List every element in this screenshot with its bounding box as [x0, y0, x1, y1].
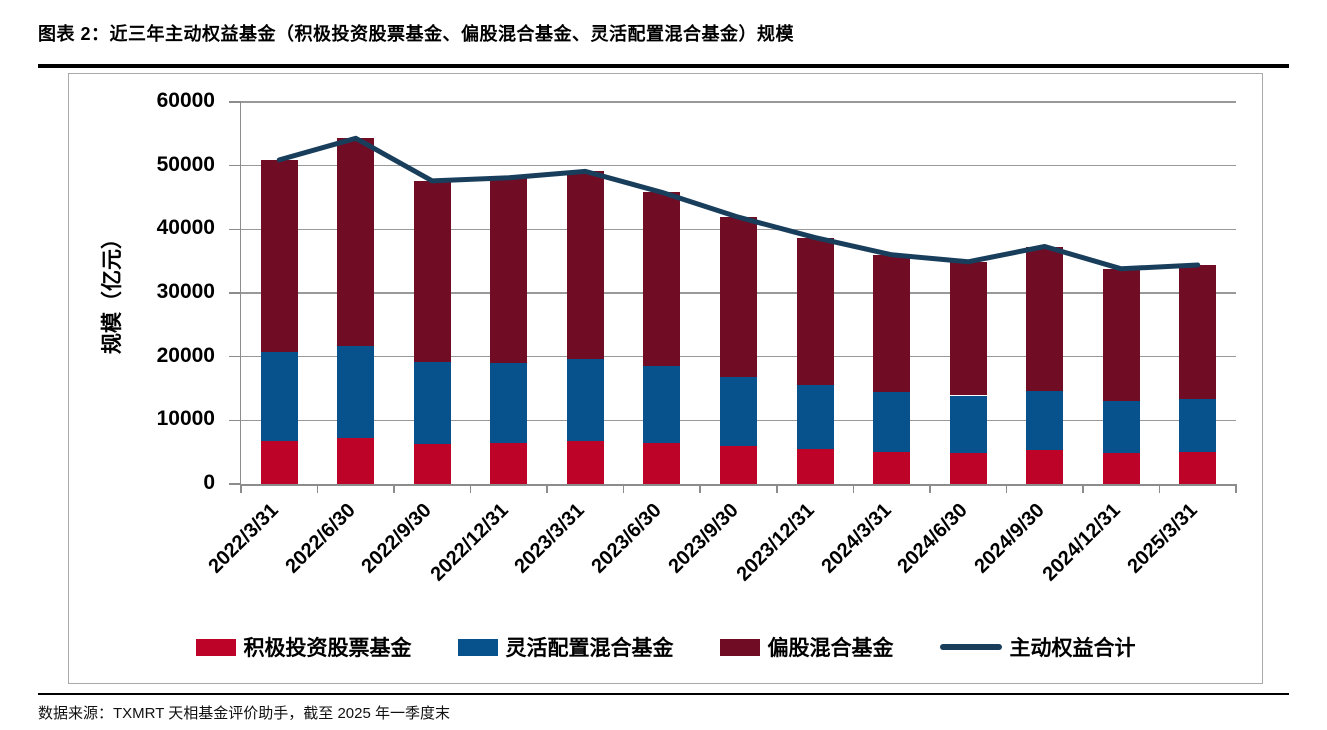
bar-segment	[490, 177, 528, 364]
bar-segment	[873, 254, 911, 392]
bar-segment	[566, 358, 604, 441]
y-axis-line	[239, 102, 241, 493]
bar-segment	[566, 440, 604, 484]
x-tick	[699, 484, 701, 493]
x-tick	[622, 484, 625, 493]
legend-swatch	[195, 638, 236, 656]
total-line-svg	[276, 135, 1201, 272]
bar-segment	[949, 453, 987, 484]
x-tick	[1235, 484, 1237, 493]
source-note: 数据来源：TXMRT 天相基金评价助手，截至 2025 年一季度末	[38, 705, 450, 722]
bar-segment	[796, 448, 834, 484]
bar-segment	[1179, 399, 1217, 453]
x-tick	[240, 484, 242, 493]
chart-container: 规模（亿元） 积极投资股票基金 灵活配置混合基金 偏股混合基金 主动权益合计 0 100…	[68, 73, 1263, 684]
legend-label: 灵活配置混合基金	[505, 637, 674, 660]
legend-item: 积极投资股票基金	[195, 632, 412, 662]
title-divider	[38, 64, 1289, 68]
bar-segment	[413, 361, 451, 444]
bar-segment	[337, 138, 375, 346]
legend-swatch	[719, 638, 760, 656]
x-tick	[1005, 484, 1008, 493]
y-tick-label: 60000	[156, 89, 215, 112]
bar-segment	[796, 385, 834, 449]
legend-line-swatch	[939, 644, 1002, 650]
bar-segment	[1102, 400, 1140, 454]
bar-segment	[413, 180, 451, 362]
x-tick	[546, 484, 548, 493]
bar-segment	[643, 366, 681, 443]
bar-segment	[1026, 391, 1064, 451]
bar-segment	[1179, 452, 1217, 484]
bar-segment	[1102, 268, 1140, 401]
figure-title: 图表 2：近三年主动权益基金（积极投资股票基金、偏股混合基金、灵活配置混合基金）…	[38, 24, 795, 44]
bar-segment	[949, 395, 987, 454]
legend-item: 偏股混合基金	[719, 632, 894, 662]
y-tick	[229, 101, 241, 103]
bar-segment	[1102, 453, 1140, 484]
x-tick	[929, 484, 931, 493]
x-tick	[852, 484, 855, 493]
bar-segment	[337, 437, 375, 484]
y-tick	[229, 164, 241, 167]
total-line	[276, 135, 1201, 272]
bar-segment	[720, 377, 757, 446]
bar-segment	[720, 217, 757, 378]
bar-segment	[796, 237, 834, 386]
y-tick-label: 0	[203, 471, 215, 494]
bar-segment	[490, 442, 528, 484]
y-tick-label: 10000	[156, 407, 215, 431]
bar-segment	[1179, 264, 1217, 400]
legend-label: 偏股混合基金	[767, 637, 894, 660]
y-tick	[229, 483, 241, 485]
legend-swatch	[457, 638, 498, 656]
gridline	[241, 101, 1236, 103]
bar-segment	[1026, 450, 1064, 484]
x-tick	[1158, 484, 1161, 493]
y-tick	[229, 292, 241, 294]
bar-segment	[873, 391, 911, 452]
bar-segment	[873, 451, 911, 484]
x-tick	[469, 484, 472, 493]
legend-label: 积极投资股票基金	[243, 637, 412, 660]
y-tick	[229, 355, 241, 358]
x-tick	[776, 484, 778, 493]
bar-segment	[490, 363, 528, 443]
y-tick-label: 50000	[156, 152, 215, 176]
y-tick	[229, 419, 241, 422]
legend: 积极投资股票基金 灵活配置混合基金 偏股混合基金 主动权益合计	[69, 630, 1262, 664]
x-tick	[1082, 484, 1084, 493]
y-tick-label: 40000	[156, 216, 215, 240]
bar-segment	[1026, 246, 1064, 392]
y-tick-label: 30000	[156, 280, 215, 303]
x-axis-line	[241, 484, 1236, 486]
bar-segment	[643, 442, 681, 484]
footer-divider	[38, 693, 1289, 695]
bar-segment	[260, 159, 298, 352]
x-tick	[316, 484, 319, 493]
bar-segment	[949, 261, 987, 396]
legend-label: 主动权益合计	[1009, 637, 1136, 660]
bar-segment	[337, 345, 375, 438]
legend-item: 灵活配置混合基金	[457, 632, 674, 662]
bar-segment	[260, 351, 298, 441]
y-tick-label: 20000	[156, 343, 215, 367]
bar-segment	[566, 171, 604, 359]
bar-segment	[413, 443, 451, 484]
gridline	[241, 165, 1236, 167]
y-tick	[229, 228, 241, 231]
bar-segment	[720, 445, 757, 484]
legend-item: 主动权益合计	[939, 632, 1136, 662]
bar-segment	[260, 440, 298, 484]
x-tick	[393, 484, 395, 493]
bar-segment	[643, 192, 681, 367]
